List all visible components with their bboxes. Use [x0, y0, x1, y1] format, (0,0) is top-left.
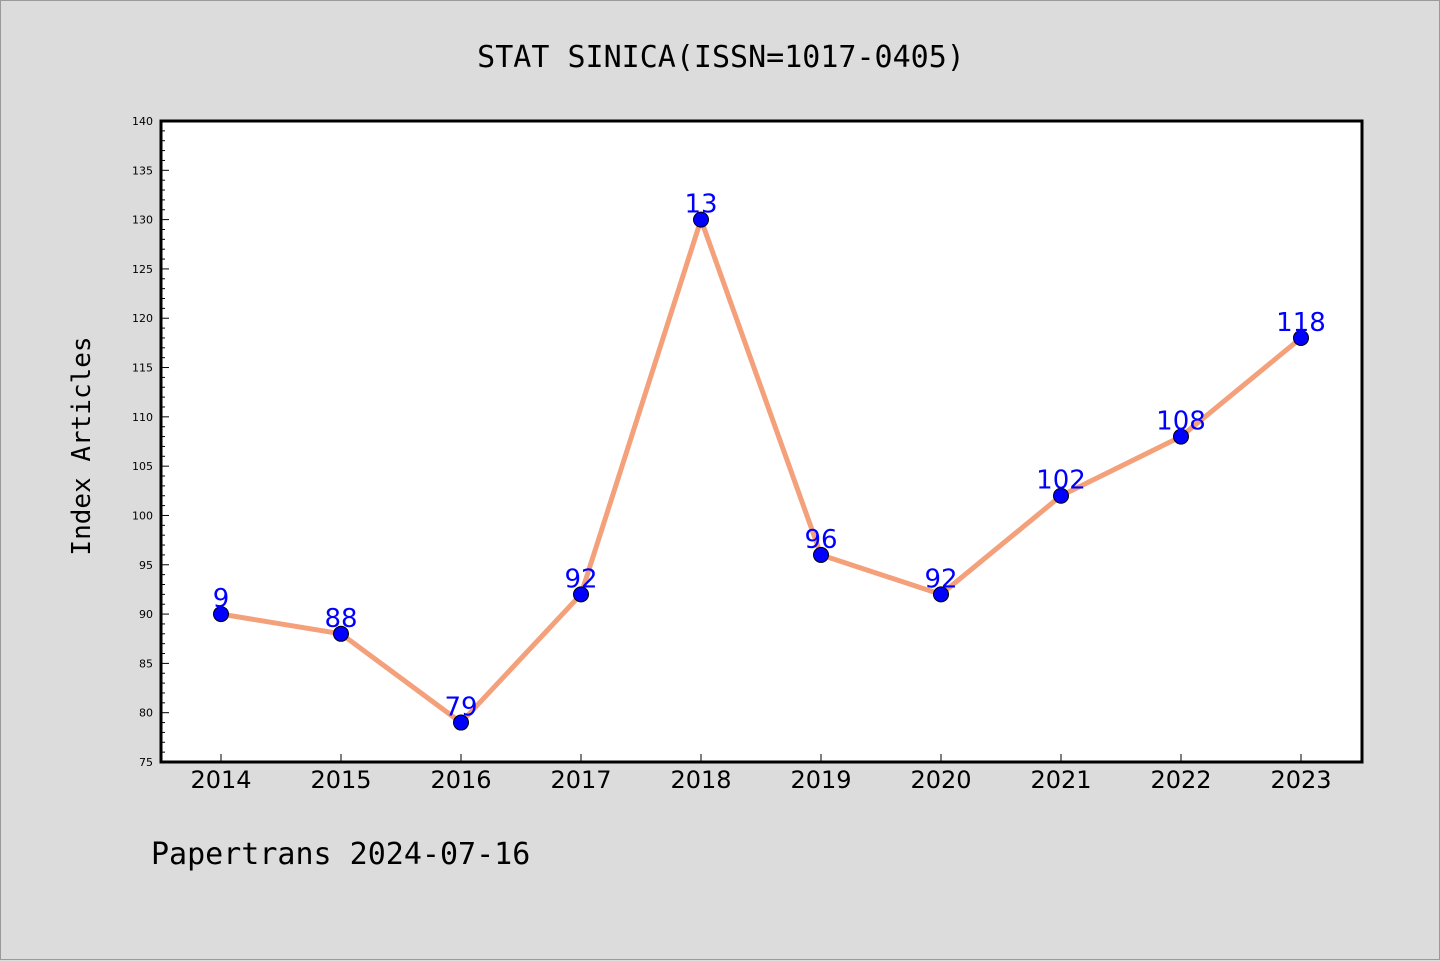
- data-markers: [213, 211, 1309, 731]
- data-labels: 9 88 79 92 13 96 92 102 108 118: [213, 190, 1326, 723]
- y-tick-label: 125: [132, 263, 153, 276]
- x-axis: 2014 2015 2016 2017 2018 2019 2020 2021 2022 2023: [190, 754, 1332, 794]
- data-label: 118: [1276, 308, 1326, 338]
- data-point: [1053, 487, 1069, 504]
- data-point: [333, 625, 349, 642]
- data-label: 92: [924, 564, 957, 594]
- y-tick-label: 75: [139, 756, 153, 769]
- data-point: [933, 586, 949, 603]
- y-tick-label: 110: [132, 411, 153, 424]
- data-label: 9: [213, 584, 230, 614]
- data-point: [693, 211, 709, 228]
- y-tick-label: 105: [132, 460, 153, 473]
- y-axis-label: Index Articles: [67, 336, 97, 555]
- data-label: 79: [444, 693, 477, 723]
- data-label: 96: [804, 525, 837, 555]
- data-point: [813, 546, 829, 563]
- data-point: [1173, 428, 1189, 445]
- data-point: [213, 606, 229, 623]
- data-label: 108: [1156, 407, 1206, 437]
- x-tick-label: 2023: [1270, 766, 1331, 794]
- series-line-group: [218, 217, 1304, 726]
- x-tick-label: 2014: [190, 766, 251, 794]
- x-tick-label: 2016: [430, 766, 491, 794]
- data-point: [573, 586, 589, 603]
- y-tick-label: 85: [139, 657, 153, 670]
- data-label: 88: [324, 604, 357, 634]
- plot-area: [159, 119, 1364, 764]
- y-tick-label: 135: [132, 164, 153, 177]
- x-tick-label: 2021: [1030, 766, 1091, 794]
- y-axis: 75 80 85 90 95 100 105 110 115 120 125 130 135 140: [132, 115, 169, 769]
- y-tick-label: 95: [139, 559, 153, 572]
- data-label: 102: [1036, 466, 1086, 496]
- chart-title: STAT SINICA(ISSN=1017-0405): [477, 40, 965, 75]
- data-label: 13: [684, 190, 717, 220]
- x-tick-label: 2018: [670, 766, 731, 794]
- y-tick-label: 90: [139, 608, 153, 621]
- y-tick-label: 80: [139, 707, 153, 720]
- x-tick-label: 2017: [550, 766, 611, 794]
- data-point: [453, 714, 469, 731]
- y-tick-label: 120: [132, 312, 153, 325]
- data-label: 92: [564, 564, 597, 594]
- series-line: [218, 217, 1304, 726]
- x-tick-label: 2020: [910, 766, 971, 794]
- y-tick-label: 115: [132, 362, 153, 375]
- y-tick-label: 100: [132, 509, 153, 522]
- x-tick-label: 2019: [790, 766, 851, 794]
- x-tick-label: 2022: [1150, 766, 1211, 794]
- footer-credit: Papertrans 2024-07-16: [151, 837, 530, 872]
- y-tick-label: 140: [132, 115, 153, 128]
- data-point: [1293, 329, 1309, 346]
- x-tick-label: 2015: [310, 766, 371, 794]
- y-tick-label: 130: [132, 214, 153, 227]
